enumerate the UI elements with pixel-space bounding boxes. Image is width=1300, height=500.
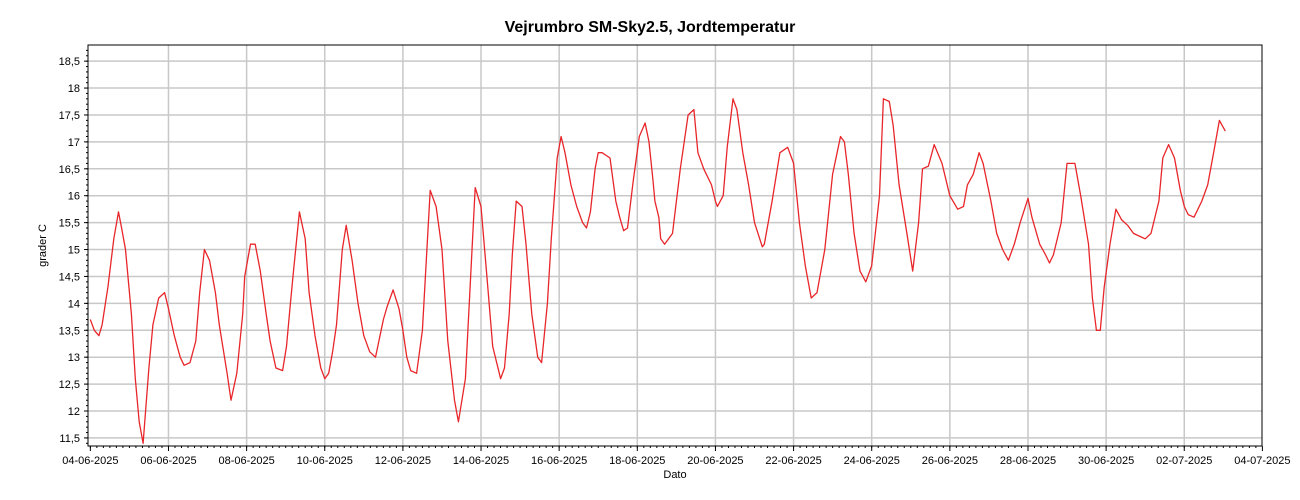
y-tick-label: 11,5 — [59, 433, 80, 445]
x-tick-label: 12-06-2025 — [375, 455, 431, 467]
plot-area — [87, 44, 1263, 447]
chart-title: Vejrumbro SM-Sky2.5, Jordtemperatur — [504, 19, 796, 36]
y-tick-label: 18 — [68, 83, 80, 95]
x-tick-label: 26-06-2025 — [922, 455, 978, 467]
y-tick-label: 13 — [68, 352, 80, 364]
y-tick-label: 13,5 — [59, 325, 80, 337]
y-tick-label: 14 — [68, 298, 80, 310]
x-tick-label: 04-07-2025 — [1234, 455, 1290, 467]
x-tick-label: 08-06-2025 — [218, 455, 274, 467]
x-tick-label: 10-06-2025 — [297, 455, 353, 467]
x-axis-label: Dato — [663, 469, 686, 481]
y-tick-label: 16,5 — [59, 164, 80, 176]
x-tick-label: 30-06-2025 — [1078, 455, 1134, 467]
y-tick-label: 18,5 — [59, 56, 80, 68]
x-tick-label: 14-06-2025 — [453, 455, 509, 467]
tick-labels: 11,5 12 12,5 13 13,5 14 14,5 15 15,5 16 16,5 17 17,5… — [59, 56, 1291, 467]
y-tick-label: 12 — [68, 406, 80, 418]
y-tick-label: 17,5 — [59, 110, 80, 122]
x-tick-label: 22-06-2025 — [765, 455, 821, 467]
y-tick-label: 16 — [68, 191, 80, 203]
series-line — [89, 98, 1226, 444]
tick-marks — [84, 49, 1263, 451]
y-tick-label: 14,5 — [59, 271, 80, 283]
x-tick-label: 28-06-2025 — [1000, 455, 1056, 467]
grid-lines — [88, 45, 1262, 446]
x-tick-label: 20-06-2025 — [687, 455, 743, 467]
y-axis-label: grader C — [37, 224, 49, 267]
x-tick-label: 18-06-2025 — [609, 455, 665, 467]
x-tick-label: 16-06-2025 — [531, 455, 587, 467]
y-tick-label: 15,5 — [59, 218, 80, 230]
x-tick-label: 02-07-2025 — [1156, 455, 1212, 467]
y-tick-label: 15 — [68, 245, 80, 257]
x-tick-label: 04-06-2025 — [62, 455, 118, 467]
x-tick-label: 24-06-2025 — [844, 455, 900, 467]
series-layer — [89, 98, 1226, 444]
x-tick-label: 06-06-2025 — [140, 455, 196, 467]
y-tick-label: 17 — [68, 137, 80, 149]
y-tick-label: 12,5 — [59, 379, 80, 391]
